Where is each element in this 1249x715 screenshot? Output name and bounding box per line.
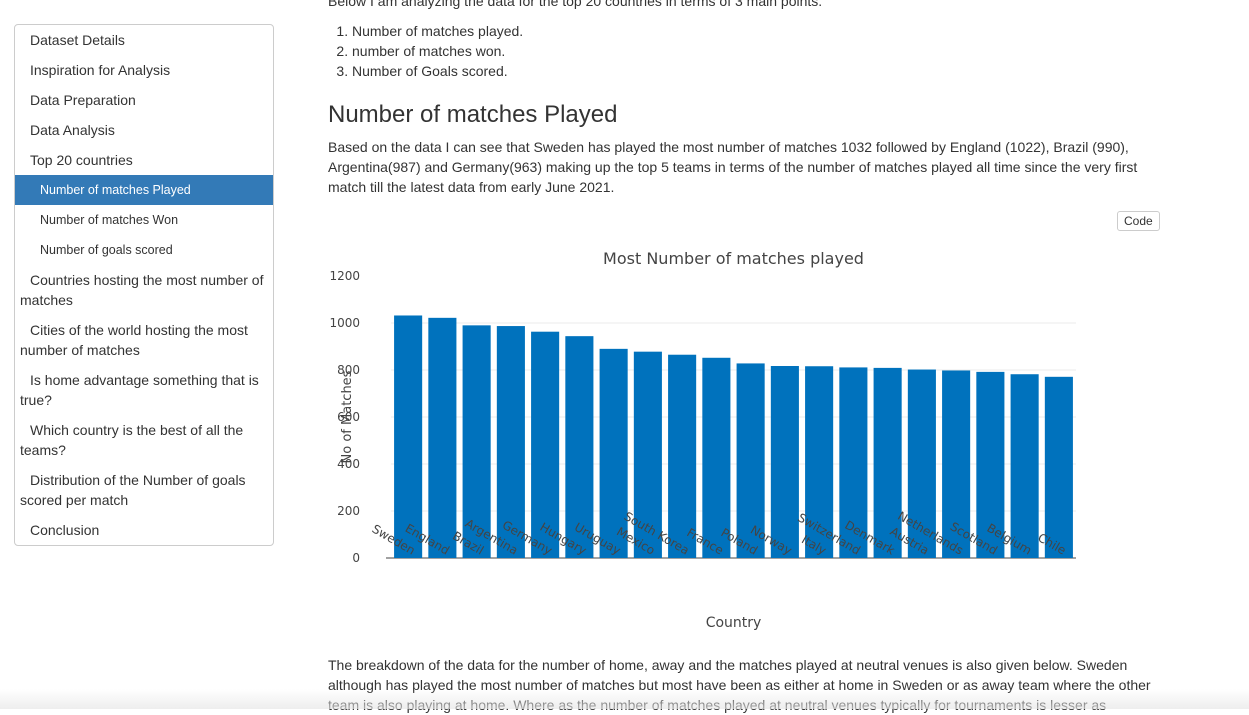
bar: [770, 366, 799, 558]
toc-item[interactable]: Data Preparation: [30, 92, 136, 108]
toc-item[interactable]: Data Analysis: [30, 122, 115, 138]
y-axis-label: No of Matches: [340, 370, 355, 463]
y-tick-label: 1200: [329, 269, 360, 283]
bar: [942, 370, 971, 558]
bar: [702, 357, 731, 558]
y-tick-label: 0: [352, 551, 360, 565]
toc-item[interactable]: Conclusion: [30, 522, 100, 538]
toc-item[interactable]: Cities of the world hosting the most num…: [20, 322, 248, 358]
bar: [531, 331, 560, 558]
y-tick-label: 1000: [329, 316, 360, 330]
breakdown-text: The breakdown of the data for the number…: [328, 657, 1151, 713]
table-of-contents: Dataset Details Inspiration for Analysis D…: [14, 24, 274, 546]
bar: [428, 317, 457, 558]
bar: [394, 315, 423, 558]
bar: [496, 326, 525, 558]
intro-text: Below I am analyzing the data for the to…: [328, 0, 823, 9]
toc-item[interactable]: Which country is the best of all the tea…: [20, 422, 244, 458]
bar: [736, 363, 765, 558]
toc-item[interactable]: Distribution of the Number of goals scor…: [20, 472, 246, 508]
chart-title: Most Number of matches played: [603, 249, 864, 268]
y-tick-label: 800: [337, 363, 360, 377]
toc-item[interactable]: Dataset Details: [30, 32, 125, 48]
bar: [907, 369, 936, 558]
toc-item[interactable]: Number of goals scored: [40, 243, 173, 257]
list-item: Number of Goals scored.: [352, 61, 523, 81]
bar-chart: 020040060080010001200SwedenEnglandBrazil…: [329, 249, 1076, 631]
y-tick-label: 200: [337, 504, 360, 518]
section-title: Number of matches Played: [328, 101, 618, 128]
points-list: Number of matches played. number of matc…: [328, 21, 523, 81]
bar: [805, 366, 834, 558]
bar: [668, 354, 697, 558]
bar: [1010, 374, 1039, 558]
list-item: Number of matches played.: [352, 21, 523, 41]
y-tick-label: 400: [337, 457, 360, 471]
section-description: Based on the data I can see that Sweden …: [328, 139, 1138, 195]
y-tick-label: 600: [337, 410, 360, 424]
code-button[interactable]: Code: [1117, 211, 1160, 231]
toc-item[interactable]: Is home advantage something that is true…: [20, 372, 259, 408]
bar: [976, 371, 1005, 558]
bar: [599, 348, 628, 558]
bar: [1044, 376, 1073, 558]
bar: [873, 367, 902, 558]
bar: [462, 325, 491, 558]
toc-item[interactable]: Number of matches Won: [40, 213, 179, 227]
bar: [839, 367, 868, 558]
toc-item[interactable]: Number of matches Played: [15, 175, 273, 205]
toc-item[interactable]: Countries hosting the most number of mat…: [20, 272, 264, 308]
list-item: number of matches won.: [352, 41, 523, 61]
toc-item[interactable]: Inspiration for Analysis: [30, 62, 171, 78]
toc-item[interactable]: Top 20 countries: [30, 152, 133, 168]
bar: [565, 336, 594, 558]
x-axis-label: Country: [706, 615, 762, 631]
bar: [633, 351, 662, 558]
